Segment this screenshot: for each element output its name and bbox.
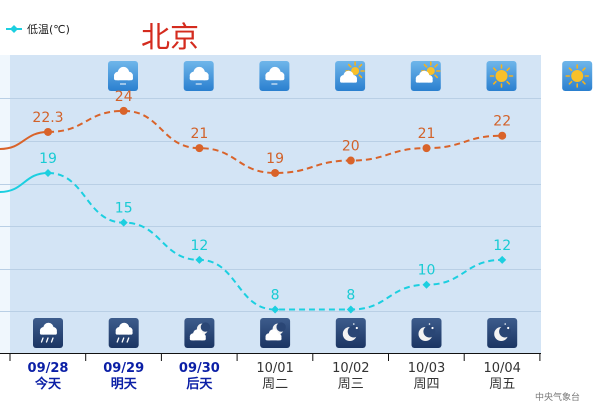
- low-temp-value-label: 12: [493, 238, 511, 254]
- moon-icon: [487, 318, 518, 348]
- sunny-icon: [486, 61, 517, 91]
- partly-cloudy-icon: [335, 61, 366, 91]
- day-name-label: 周二: [262, 377, 288, 392]
- high-temp-point: [44, 127, 52, 136]
- sunny-icon: [562, 61, 593, 91]
- city-title: 北京: [141, 20, 199, 54]
- moon-icon: [335, 318, 366, 348]
- low-temp-value-label: 19: [39, 151, 57, 167]
- low-temp-value-label: 10: [418, 263, 436, 279]
- date-label: 10/03: [408, 361, 445, 376]
- cloudy-moon-icon: [260, 318, 291, 348]
- date-label: 10/04: [483, 361, 520, 376]
- high-temp-series: 22.3 24 21 19 20 21 22: [0, 89, 511, 177]
- day-weather-icons: [108, 61, 593, 91]
- day-name-label: 今天: [34, 376, 62, 392]
- date-label: 10/01: [256, 361, 293, 376]
- low-temp-point: [44, 168, 52, 177]
- date-label: 10/02: [332, 361, 369, 376]
- x-axis-ticks: [9, 353, 541, 361]
- rain-night-icon: [108, 318, 139, 348]
- low-temp-series: 19 15 12 8 8 10 12: [0, 151, 511, 314]
- cloudy-icon: [108, 61, 138, 91]
- date-label: 09/29: [103, 361, 144, 376]
- low-temp-point: [346, 305, 355, 314]
- low-temp-value-label: 15: [115, 201, 133, 217]
- low-temp-value-label: 12: [190, 238, 208, 254]
- low-temp-point: [195, 255, 204, 264]
- night-weather-icons: [33, 318, 518, 348]
- day-name-label: 明天: [111, 377, 138, 392]
- legend-low-label: 低温(℃): [27, 23, 70, 36]
- high-temp-value-label: 24: [115, 89, 133, 105]
- high-temp-point: [346, 156, 355, 165]
- high-temp-point: [195, 144, 204, 153]
- day-name-label: 周三: [338, 377, 364, 392]
- low-temp-point: [498, 255, 507, 264]
- low-temp-lead-line: [0, 171, 49, 193]
- legend-low-marker: [10, 25, 18, 33]
- cloudy-icon: [259, 61, 290, 91]
- high-temp-point: [422, 144, 431, 153]
- moon-icon: [411, 318, 442, 348]
- day-name-label: 周五: [489, 377, 515, 392]
- high-temp-value-label: 21: [190, 126, 208, 142]
- source-credit: 中央气象台: [535, 391, 580, 403]
- low-temp-value-label: 8: [346, 288, 355, 304]
- high-temp-value-label: 22: [493, 114, 511, 130]
- low-temp-point: [422, 280, 431, 289]
- low-temp-point: [119, 218, 128, 227]
- high-temp-value-label: 20: [342, 139, 360, 155]
- high-temp-value-label: 22.3: [32, 110, 63, 126]
- high-temp-point: [271, 168, 280, 177]
- high-temp-point: [498, 131, 507, 140]
- low-temp-value-label: 8: [271, 288, 280, 304]
- plot-left-strip: [0, 55, 10, 353]
- date-label: 09/30: [179, 361, 220, 376]
- day-name-label: 周四: [413, 377, 439, 392]
- day-name-label: 后天: [186, 376, 213, 392]
- cloudy-icon: [183, 61, 214, 91]
- low-temp-point: [271, 305, 280, 314]
- cloudy-moon-icon: [184, 318, 215, 348]
- high-temp-value-label: 19: [266, 151, 284, 167]
- high-temp-point: [119, 106, 128, 115]
- high-temp-lead-line: [0, 130, 49, 150]
- legend: 低温(℃): [6, 23, 70, 36]
- gridlines: [0, 98, 541, 312]
- date-label: 09/28: [28, 361, 69, 376]
- high-temp-value-label: 21: [418, 126, 436, 142]
- rain-night-icon: [33, 318, 63, 348]
- partly-cloudy-icon: [410, 61, 441, 91]
